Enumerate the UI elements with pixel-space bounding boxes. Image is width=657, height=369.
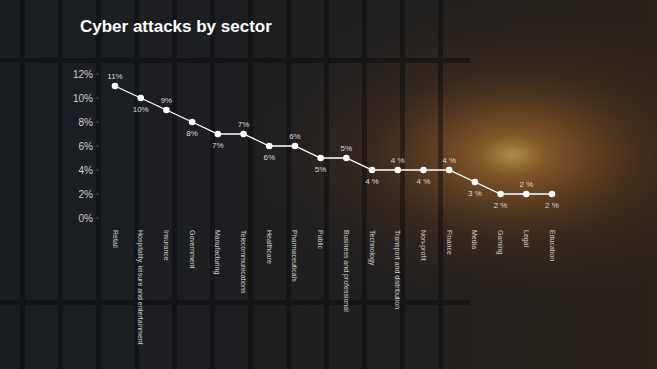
data-label: 2 %	[519, 180, 533, 189]
y-tick-label: 0%	[79, 213, 94, 224]
x-tick-label: Technology	[368, 230, 376, 266]
data-label: 6%	[289, 132, 301, 141]
sunset-glow	[0, 0, 657, 369]
x-tick-label: Gaming	[496, 230, 504, 255]
data-label: 8%	[186, 129, 198, 138]
marker	[189, 119, 196, 126]
marker	[420, 167, 427, 174]
marker	[394, 167, 401, 174]
marker	[240, 131, 247, 138]
x-tick-label: Retail	[112, 230, 119, 248]
data-label: 4 %	[391, 156, 405, 165]
y-tick	[96, 74, 99, 75]
line	[115, 86, 552, 194]
x-tick-label: Government	[189, 230, 196, 269]
marker	[112, 83, 119, 90]
overlay	[0, 0, 657, 369]
marker	[137, 95, 144, 102]
data-label: 9%	[161, 96, 173, 105]
data-label: 2 %	[494, 201, 508, 210]
y-tick	[96, 98, 99, 99]
x-tick-label: Media	[471, 230, 478, 249]
x-tick-label: Pharmaceuticals	[291, 230, 298, 282]
data-label: 10%	[133, 105, 149, 114]
x-tick-label: Transport and distribution	[393, 230, 401, 309]
y-tick-label: 12%	[73, 69, 93, 80]
data-label: 11%	[107, 72, 122, 81]
x-tick-label: Education	[549, 230, 556, 261]
x-tick-label: Telecommunications	[240, 230, 247, 294]
data-label: 7%	[238, 120, 250, 129]
marker	[343, 155, 350, 162]
x-tick-label: Finance	[446, 230, 453, 255]
x-tick-label: Manufacturing	[213, 230, 221, 274]
y-tick	[96, 146, 99, 147]
data-label: 2 %	[545, 201, 559, 210]
data-label: 4 %	[442, 156, 456, 165]
y-tick	[96, 122, 99, 123]
y-tick-label: 2%	[79, 189, 94, 200]
x-tick-label: Non-profit	[419, 230, 427, 261]
y-tick-label: 6%	[79, 141, 94, 152]
chart: Cyber attacks by sector 0% 2% 4% 6% 8% 10% 12% R…	[0, 0, 657, 369]
title: Cyber attacks by sector	[80, 17, 272, 36]
data-label: 4 %	[417, 177, 431, 186]
y-tick-label: 4%	[79, 165, 94, 176]
marker	[292, 143, 299, 150]
marker	[523, 191, 530, 198]
x-tick-label: Healthcare	[266, 230, 273, 264]
data-label: 5%	[315, 165, 327, 174]
y-tick	[96, 170, 99, 171]
marker	[549, 191, 556, 198]
marker	[446, 167, 453, 174]
x-tick-label: Business and professional	[342, 230, 350, 312]
marker	[472, 179, 479, 186]
marker	[215, 131, 222, 138]
marker	[266, 143, 273, 150]
marker	[317, 155, 324, 162]
x-tick-label: Legal	[522, 230, 530, 248]
data-label: 4 %	[365, 177, 379, 186]
background	[0, 0, 657, 369]
marker	[369, 167, 376, 174]
y-tick	[96, 218, 99, 219]
data-label: 5%	[341, 144, 353, 153]
data-label: 3 %	[468, 189, 482, 198]
x-tick-label: Insurance	[163, 230, 170, 261]
x-tick-label: Hospitality, leisure and entertainment	[136, 230, 144, 345]
y-tick	[96, 194, 99, 195]
y-tick-label: 8%	[79, 117, 94, 128]
plot-area	[112, 83, 556, 198]
data-label: 6%	[263, 153, 275, 162]
marker	[497, 191, 504, 198]
data-label: 7%	[212, 141, 224, 150]
y-tick-label: 10%	[73, 93, 93, 104]
x-tick-label: Public	[317, 230, 324, 250]
marker	[163, 107, 170, 114]
